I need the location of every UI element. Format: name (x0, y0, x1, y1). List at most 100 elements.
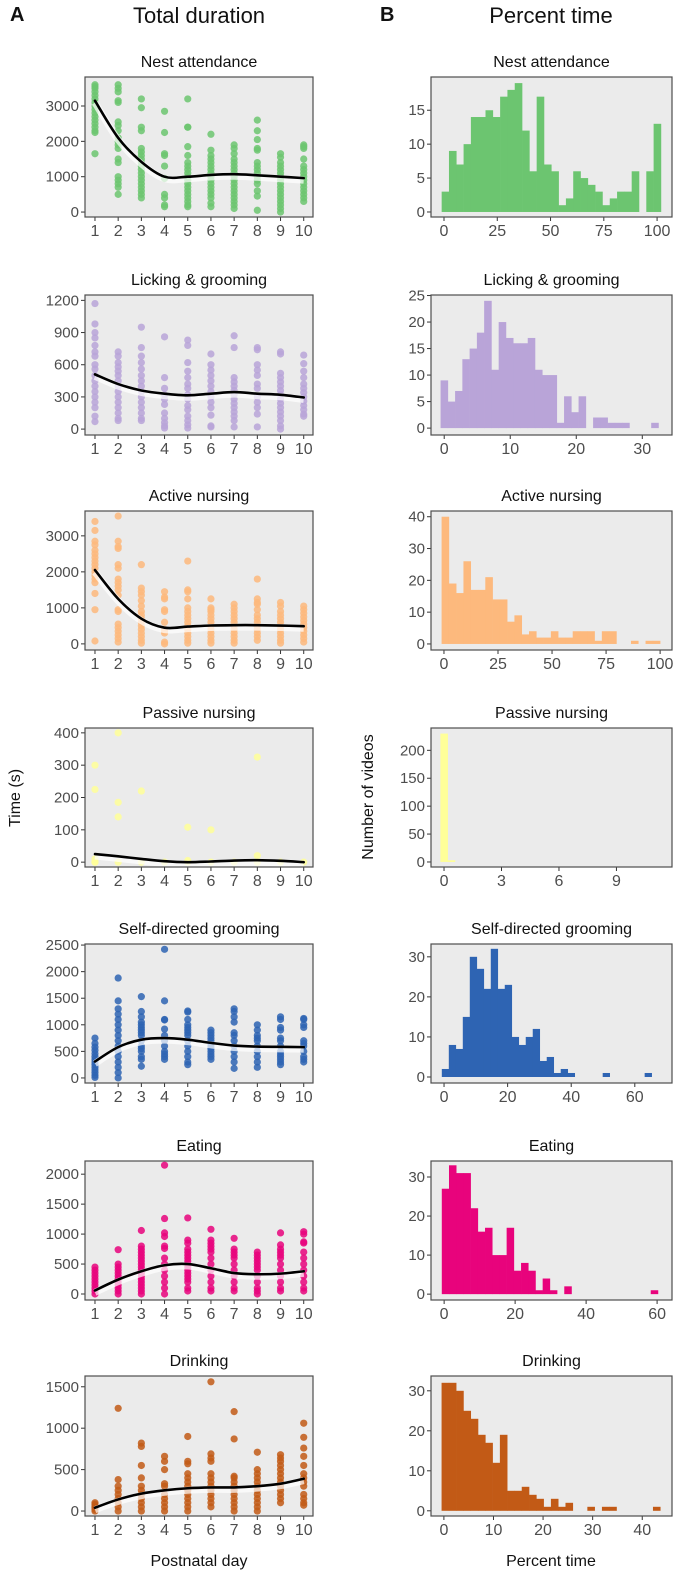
histogram-bar (609, 631, 617, 644)
data-point (184, 1008, 192, 1016)
data-point (114, 729, 122, 737)
data-point (253, 575, 261, 583)
histogram-bar (513, 343, 521, 429)
histogram-bar (483, 988, 492, 1077)
scatter-panel-4: Self-directed grooming050010001500200025… (46, 921, 314, 1106)
histogram-bar (448, 1382, 457, 1511)
data-point (160, 333, 169, 341)
histogram-bar (652, 640, 661, 644)
data-point (114, 88, 122, 96)
x-tick-label: 6 (206, 1522, 215, 1539)
data-point (114, 1063, 122, 1071)
data-point (137, 1461, 145, 1470)
y-tick-label: 0 (71, 421, 79, 438)
histogram-bar (560, 1068, 569, 1077)
data-point (230, 639, 238, 647)
histogram-bar (571, 412, 579, 429)
data-point (114, 544, 122, 553)
x-tick-label: 5 (183, 656, 192, 673)
data-point (230, 1408, 238, 1416)
panel-title: Passive nursing (143, 705, 256, 722)
data-point (230, 1260, 238, 1268)
data-point (230, 1053, 238, 1061)
x-tick-label: 8 (253, 656, 262, 673)
data-point (91, 589, 99, 598)
data-point (160, 595, 169, 603)
data-point (230, 150, 238, 158)
histogram-bar (543, 1506, 552, 1511)
data-point (230, 1058, 238, 1066)
x-tick-label: 5 (183, 1089, 192, 1106)
x-tick-label: 9 (276, 1089, 285, 1106)
data-point (207, 1278, 215, 1286)
histogram-bar (651, 422, 659, 429)
data-point (184, 358, 192, 367)
x-tick-label: 3 (137, 223, 146, 240)
data-point (137, 404, 145, 412)
data-point (276, 1499, 285, 1507)
data-point (160, 424, 169, 432)
data-point (253, 1053, 261, 1061)
histogram-bar (514, 615, 523, 644)
x-tick-label: 3 (497, 873, 506, 890)
data-point (160, 1042, 169, 1050)
x-tick-label: 60 (648, 1306, 666, 1323)
data-point (253, 116, 261, 124)
data-point (207, 1378, 215, 1386)
data-point (91, 382, 99, 390)
panel-title: Nest attendance (493, 54, 610, 71)
data-point (91, 1073, 99, 1082)
x-tick-label: 10 (485, 1522, 503, 1539)
histogram-bar (558, 637, 566, 644)
histogram-bar (485, 1227, 493, 1295)
data-point (253, 384, 261, 392)
x-tick-label: 6 (206, 1306, 215, 1323)
y-tick-label: 50 (408, 826, 425, 843)
data-point (300, 1248, 308, 1256)
panel-title: Eating (176, 1138, 221, 1155)
panel-title: Active nursing (501, 488, 602, 505)
data-point (160, 194, 169, 202)
x-tick-label: 4 (160, 441, 169, 458)
data-point (137, 194, 145, 202)
data-point (91, 541, 99, 549)
data-point (160, 384, 169, 392)
x-axis-label-postnatal-day: Postnatal day (150, 1553, 248, 1570)
data-point (114, 813, 122, 821)
x-tick-label: 3 (137, 1522, 146, 1539)
histogram-bar (558, 1506, 566, 1511)
x-tick-label: 8 (253, 1089, 262, 1106)
histogram-bar (513, 1270, 522, 1295)
y-tick-label: 3000 (46, 98, 79, 115)
y-tick-label: 20 (408, 1423, 425, 1440)
x-tick-label: 0 (439, 1522, 448, 1539)
histogram-bar (448, 1165, 457, 1295)
data-point (114, 564, 122, 572)
histogram-bar (441, 1068, 450, 1077)
histogram-bar (521, 1262, 529, 1295)
histogram-bar (587, 631, 595, 644)
x-tick-label: 7 (230, 1306, 239, 1323)
smooth-trend-line (93, 1477, 306, 1510)
data-point (207, 1457, 215, 1465)
histogram-bar (573, 171, 581, 212)
x-tick-label: 6 (206, 441, 215, 458)
panel-title: Self-directed grooming (119, 921, 280, 938)
data-point (253, 1290, 261, 1298)
data-point (253, 180, 261, 188)
data-point (160, 588, 169, 596)
data-point (300, 412, 308, 420)
histogram-bar (504, 984, 513, 1077)
data-point (276, 1015, 285, 1024)
y-tick-label: 500 (54, 1462, 79, 1479)
data-point (184, 1239, 192, 1247)
data-point (300, 1254, 308, 1262)
data-point (184, 1214, 192, 1222)
data-point (207, 146, 215, 154)
smooth-trend-line (93, 99, 306, 180)
histogram-bar (551, 171, 559, 212)
data-point (207, 1260, 215, 1268)
data-point (160, 1290, 169, 1298)
x-tick-label: 75 (597, 656, 615, 673)
data-point (160, 203, 169, 211)
